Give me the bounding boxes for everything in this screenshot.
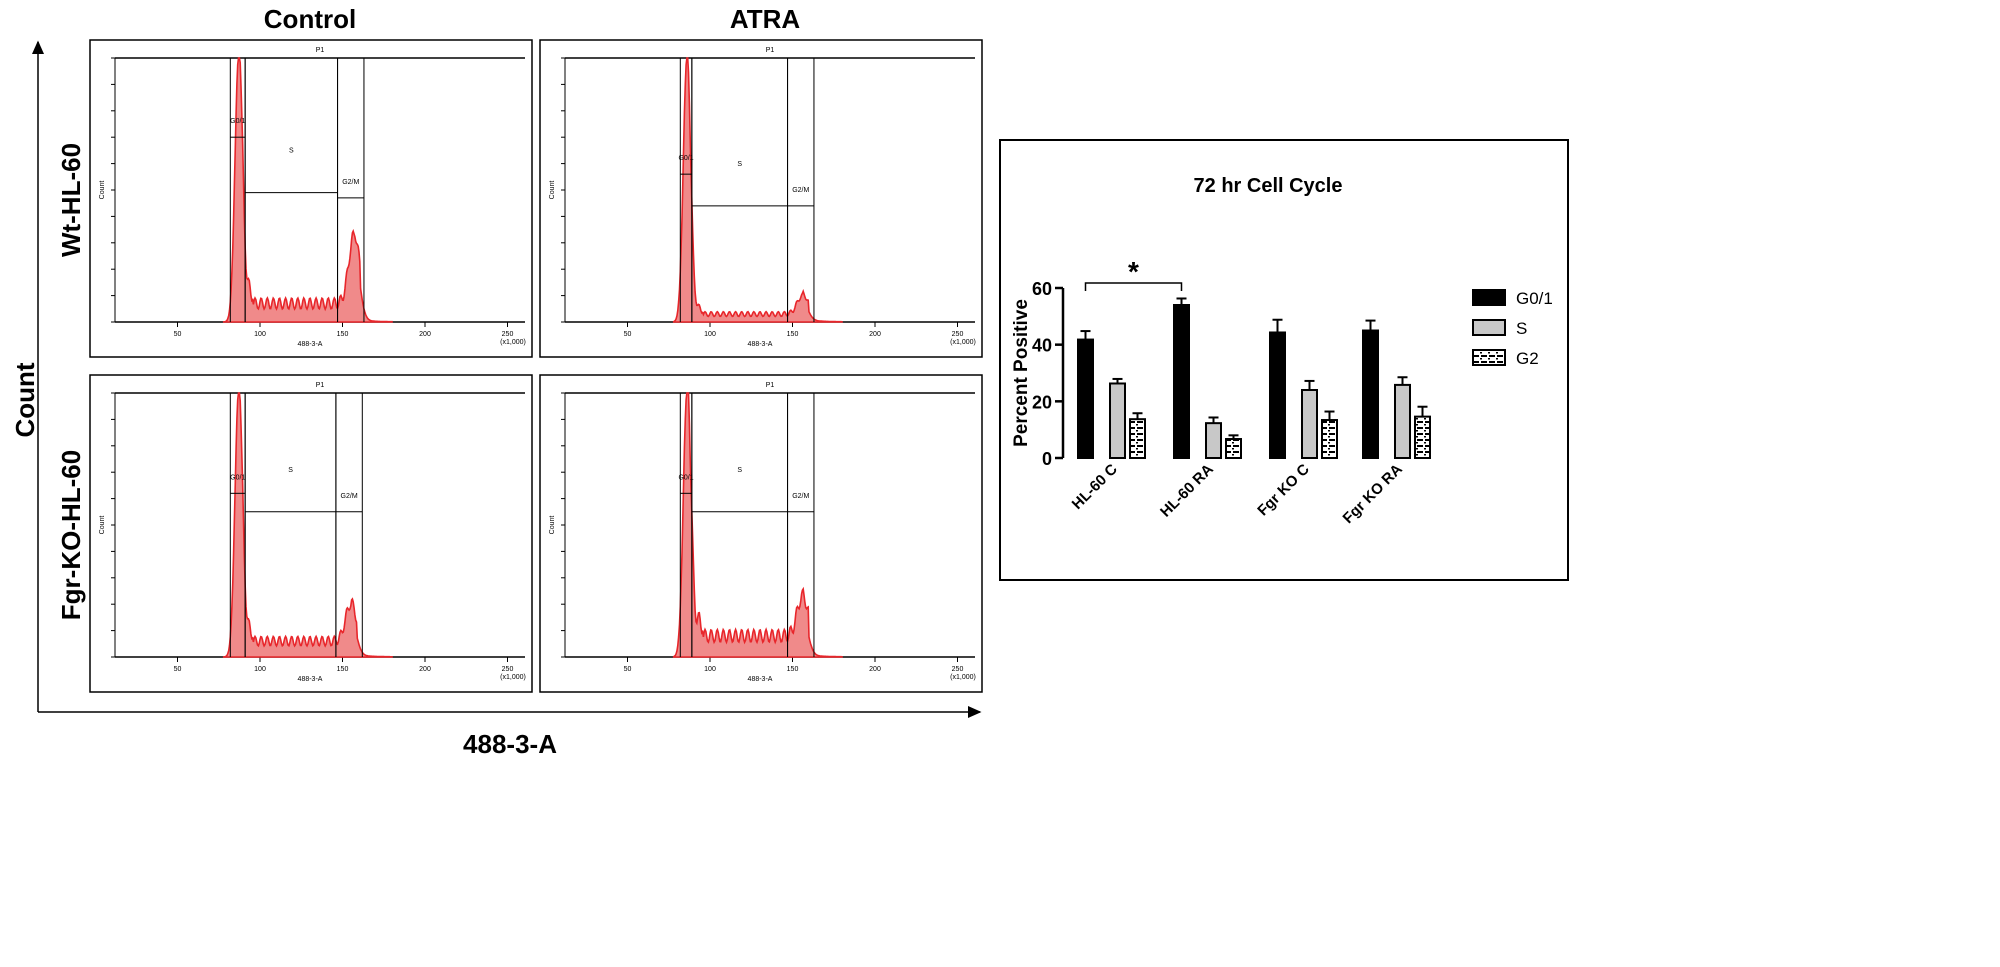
x-tick-label: 150	[337, 331, 349, 338]
gate-title: P1	[766, 382, 775, 389]
x-tick-label: 100	[704, 666, 716, 673]
count-axis-label: Count	[10, 362, 40, 437]
histogram-curve	[222, 392, 393, 658]
gate-label: G0/1	[678, 155, 693, 162]
x-tick-label: 250	[502, 331, 514, 338]
legend-label: G2	[1516, 349, 1539, 368]
bar-s	[1109, 382, 1126, 460]
gate-label: G0/1	[230, 474, 245, 481]
histogram-panel: P1 Count 50 100 150 200 250(x1,000) 488-3-A G0/1…	[89, 39, 533, 358]
bar-y-tick-label: 20	[1032, 392, 1052, 412]
significance-bracket	[1084, 282, 1183, 291]
histogram-panel: P1 Count 50 100 150 200 250(x1,000) 488-3-A G0/1…	[539, 374, 983, 693]
x-axis-title: 488-3-A	[298, 676, 323, 683]
significance-asterisk: *	[1128, 256, 1139, 287]
x-axis-title: 488-3-A	[748, 676, 773, 683]
legend-label: G0/1	[1516, 289, 1553, 308]
x-unit-label: (x1,000)	[950, 339, 976, 346]
legend-swatch	[1472, 349, 1506, 366]
bar-g0-1	[1362, 329, 1379, 459]
gate-label: G0/1	[230, 118, 245, 125]
x-tick-label: 50	[624, 666, 632, 673]
x-tick-label: 200	[869, 666, 881, 673]
count-label: Count	[99, 181, 106, 200]
x-tick-label: 200	[869, 331, 881, 338]
bar-g0-1	[1269, 331, 1286, 460]
legend-label: S	[1516, 319, 1527, 338]
bar-g0-1	[1173, 304, 1190, 459]
x-tick-label: 200	[419, 331, 431, 338]
x-tick-label: 200	[419, 666, 431, 673]
x-tick-label: 250	[502, 666, 514, 673]
histogram-curve	[222, 57, 393, 323]
x-tick-label: 150	[787, 666, 799, 673]
bar-s	[1394, 383, 1411, 459]
x-unit-label: (x1,000)	[950, 674, 976, 681]
gate-label: S	[737, 467, 742, 474]
bar-g2	[1225, 438, 1242, 459]
row-label-fgr-ko: Fgr-KO-HL-60	[56, 450, 86, 620]
bar-chart-title: 72 hr Cell Cycle	[1194, 175, 1343, 197]
legend-swatch	[1472, 289, 1506, 306]
bar-g2	[1414, 415, 1431, 459]
bar-g2	[1129, 418, 1146, 459]
x-tick-label: 50	[174, 666, 182, 673]
bar-s	[1301, 389, 1318, 459]
gate-label: G2/M	[792, 187, 809, 194]
legend-swatch	[1472, 319, 1506, 336]
row-label-wt: Wt-HL-60	[56, 143, 86, 257]
histogram-panel: P1 Count 50 100 150 200 250(x1,000) 488-3-A G0/1…	[539, 39, 983, 358]
bar-s	[1205, 422, 1222, 459]
panel-frame	[539, 39, 983, 358]
gate-title: P1	[766, 47, 775, 54]
gate-label: G2/M	[792, 493, 809, 500]
count-label: Count	[549, 516, 556, 535]
gate-label: G2/M	[342, 179, 359, 186]
column-title-atra: ATRA	[730, 4, 801, 34]
gate-title: P1	[316, 382, 325, 389]
bar-chart-ylabel: Percent Positive	[1011, 299, 1032, 447]
x-tick-label: 100	[254, 666, 266, 673]
x-axis-title: 488-3-A	[298, 341, 323, 348]
histogram-curve	[672, 57, 843, 323]
x-axis-label: 488-3-A	[463, 729, 557, 759]
gate-label: S	[288, 467, 293, 474]
x-tick-label: 150	[337, 666, 349, 673]
gate-label: S	[289, 148, 294, 155]
bar-y-tick-label: 60	[1032, 279, 1052, 299]
x-tick-label: 50	[174, 331, 182, 338]
bar-g2	[1321, 419, 1338, 459]
gate-label: G0/1	[678, 474, 693, 481]
bar-y-tick-label: 0	[1042, 449, 1052, 469]
histogram-panel: P1 Count 50 100 150 200 250(x1,000) 488-3-A G0/1…	[89, 374, 533, 693]
column-title-control: Control	[264, 4, 356, 34]
x-tick-label: 100	[704, 331, 716, 338]
count-label: Count	[549, 181, 556, 200]
x-unit-label: (x1,000)	[500, 674, 526, 681]
count-label: Count	[99, 516, 106, 535]
gate-title: P1	[316, 47, 325, 54]
x-tick-label: 250	[952, 331, 964, 338]
bar-g0-1	[1077, 338, 1094, 460]
x-tick-label: 50	[624, 331, 632, 338]
histogram-curve	[672, 392, 843, 658]
bar-y-tick-label: 40	[1032, 336, 1052, 356]
x-tick-label: 250	[952, 666, 964, 673]
x-unit-label: (x1,000)	[500, 339, 526, 346]
x-axis-title: 488-3-A	[748, 341, 773, 348]
x-tick-label: 150	[787, 331, 799, 338]
gate-label: S	[737, 161, 742, 168]
gate-label: G2/M	[341, 493, 358, 500]
x-tick-label: 100	[254, 331, 266, 338]
